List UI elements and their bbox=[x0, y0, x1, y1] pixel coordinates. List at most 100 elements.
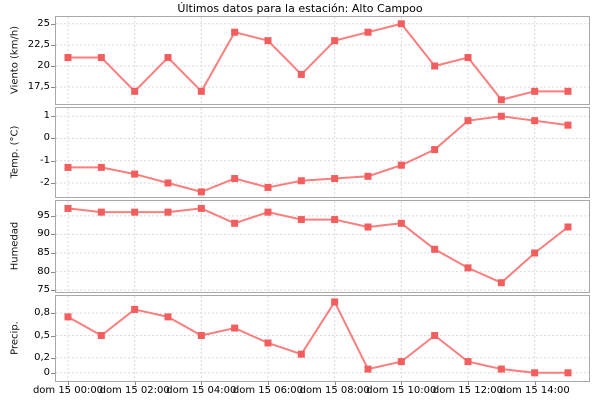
data-point-humedad bbox=[97, 208, 105, 216]
y-tick-mark bbox=[51, 23, 55, 25]
data-point-viento bbox=[331, 37, 339, 45]
data-point-precipitacion bbox=[331, 298, 339, 306]
x-tick-label: dom 15 06:00 bbox=[232, 385, 304, 396]
y-tick-label-humedad: 95 bbox=[37, 209, 50, 221]
data-point-viento bbox=[431, 62, 439, 70]
data-point-precipitacion bbox=[564, 369, 572, 377]
plot-canvas-viento bbox=[56, 17, 589, 104]
y-tick-mark bbox=[51, 116, 55, 118]
data-point-viento bbox=[564, 87, 572, 95]
data-point-precipitacion bbox=[131, 305, 139, 313]
data-point-humedad bbox=[264, 208, 272, 216]
data-point-temperatura bbox=[231, 175, 239, 183]
data-point-viento bbox=[397, 20, 405, 28]
y-tick-label-viento: 20 bbox=[37, 59, 50, 71]
subplot-precipitacion bbox=[55, 295, 590, 382]
data-point-humedad bbox=[331, 216, 339, 224]
data-point-temperatura bbox=[297, 177, 305, 185]
y-tick-mark bbox=[51, 65, 55, 67]
data-line-temperatura bbox=[68, 115, 569, 193]
x-tick-label: dom 15 10:00 bbox=[366, 385, 437, 396]
y-tick-label-viento: 25 bbox=[37, 17, 50, 29]
data-point-temperatura bbox=[97, 163, 105, 171]
y-tick-mark bbox=[51, 160, 55, 162]
y-tick-mark bbox=[51, 182, 55, 184]
data-point-temperatura bbox=[264, 183, 272, 191]
x-tick-mark bbox=[467, 382, 469, 385]
y-tick-label-precipitacion: 0,8 bbox=[34, 307, 50, 319]
x-tick-label: dom 15 00:00 bbox=[32, 385, 104, 396]
y-tick-label-precipitacion: 0,5 bbox=[34, 329, 50, 341]
data-point-viento bbox=[231, 28, 239, 36]
data-point-viento bbox=[364, 28, 372, 36]
data-point-humedad bbox=[464, 264, 472, 272]
x-tick-mark bbox=[134, 382, 136, 385]
y-tick-label-precipitacion: 0 bbox=[43, 366, 50, 378]
x-tick-label: dom 15 04:00 bbox=[166, 385, 237, 396]
x-tick-mark bbox=[334, 382, 336, 385]
data-point-temperatura bbox=[497, 112, 505, 120]
data-point-temperatura bbox=[464, 117, 472, 125]
y-tick-mark bbox=[51, 271, 55, 273]
data-point-precipitacion bbox=[464, 358, 472, 366]
data-point-viento bbox=[97, 54, 105, 62]
y-tick-label-humedad: 90 bbox=[37, 228, 50, 240]
y-tick-mark bbox=[51, 313, 55, 315]
data-point-precipitacion bbox=[531, 369, 539, 377]
y-tick-mark bbox=[51, 253, 55, 254]
y-tick-label-humedad: 80 bbox=[37, 265, 50, 277]
y-tick-mark bbox=[51, 234, 55, 236]
y-tick-mark bbox=[51, 335, 55, 337]
y-tick-mark bbox=[51, 372, 55, 374]
data-point-precipitacion bbox=[497, 365, 505, 373]
y-tick-mark bbox=[51, 87, 55, 89]
data-point-viento bbox=[297, 70, 305, 78]
data-point-temperatura bbox=[431, 146, 439, 154]
data-point-precipitacion bbox=[264, 339, 272, 347]
data-point-precipitacion bbox=[64, 313, 72, 321]
data-point-humedad bbox=[131, 208, 139, 216]
data-point-humedad bbox=[64, 204, 72, 212]
data-point-humedad bbox=[397, 219, 405, 227]
x-tick-label: dom 15 12:00 bbox=[432, 385, 504, 396]
plot-canvas-temperatura bbox=[56, 108, 589, 197]
x-tick-mark bbox=[534, 382, 536, 385]
y-tick-label-viento: 22,5 bbox=[27, 38, 50, 50]
subplot-humedad bbox=[55, 200, 590, 293]
y-tick-label-temperatura: 1 bbox=[43, 110, 50, 122]
data-point-viento bbox=[64, 54, 72, 62]
x-tick-label: dom 15 02:00 bbox=[99, 385, 170, 396]
data-point-temperatura bbox=[197, 188, 205, 196]
y-tick-label-humedad: 75 bbox=[37, 284, 50, 296]
data-point-precipitacion bbox=[431, 332, 439, 340]
x-tick-mark bbox=[267, 382, 269, 385]
data-point-temperatura bbox=[131, 170, 139, 178]
y-tick-mark bbox=[51, 215, 55, 217]
data-point-viento bbox=[131, 87, 139, 95]
data-line-viento bbox=[68, 22, 568, 101]
y-tick-label-precipitacion: 0,2 bbox=[34, 351, 50, 363]
data-point-precipitacion bbox=[164, 313, 172, 321]
subplot-viento bbox=[55, 16, 590, 105]
data-point-temperatura bbox=[331, 175, 339, 183]
y-tick-label-humedad: 85 bbox=[37, 247, 50, 258]
data-point-humedad bbox=[497, 279, 505, 287]
y-tick-label-temperatura: -1 bbox=[40, 154, 50, 166]
y-tick-mark bbox=[51, 138, 55, 140]
subplot-temperatura bbox=[55, 107, 590, 198]
data-point-humedad bbox=[564, 223, 572, 231]
x-tick-label: dom 15 08:00 bbox=[299, 385, 370, 396]
data-point-temperatura bbox=[364, 172, 372, 180]
data-point-viento bbox=[464, 54, 472, 62]
data-point-viento bbox=[497, 96, 505, 104]
x-tick-mark bbox=[68, 382, 69, 385]
data-point-humedad bbox=[164, 208, 172, 216]
data-point-precipitacion bbox=[297, 350, 305, 358]
data-line-humedad bbox=[67, 207, 569, 284]
data-point-humedad bbox=[197, 204, 205, 212]
x-tick-label: dom 15 14:00 bbox=[499, 385, 570, 396]
y-tick-mark bbox=[51, 44, 55, 46]
data-point-temperatura bbox=[531, 117, 539, 125]
x-tick-mark bbox=[401, 382, 403, 385]
